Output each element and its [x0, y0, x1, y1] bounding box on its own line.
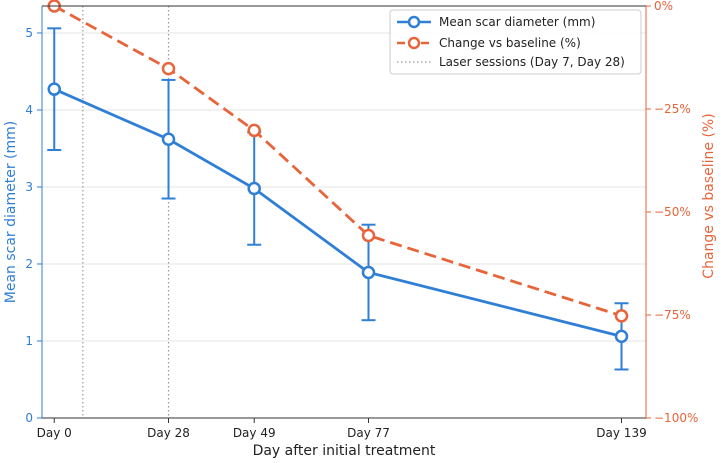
y-left-tick-label: 1 — [25, 334, 33, 348]
y-left-axis-label: Mean scar diameter (mm) — [3, 121, 19, 304]
y-right-tick-label: −50% — [654, 205, 691, 219]
series-layer — [47, 0, 629, 371]
y-left-tick-label: 2 — [25, 257, 33, 271]
data-point-diameter — [361, 265, 376, 280]
data-point-diameter — [247, 181, 261, 196]
data-point-change — [247, 123, 261, 138]
y-left-tick-label: 4 — [25, 103, 33, 117]
y-right-ticks: 0% −25% −50% −75% −100% — [646, 0, 698, 425]
gridlines — [42, 32, 646, 342]
y-right-axis-label: Change vs baseline (%) — [701, 113, 717, 278]
y-right-tick-label: 0% — [654, 0, 673, 13]
legend-marker-diameter — [407, 15, 421, 29]
y-right-tick-label: −75% — [654, 308, 691, 322]
y-right-tick-label: −100% — [654, 411, 698, 425]
legend-label-change: Change vs baseline (%) — [439, 36, 581, 50]
data-point-diameter — [47, 82, 61, 96]
data-point-change — [361, 228, 376, 243]
legend-label-laser: Laser sessions (Day 7, Day 28) — [439, 55, 625, 69]
legend-marker-change — [407, 36, 421, 50]
data-point-change — [614, 309, 629, 323]
legend: Mean scar diameter (mm) Change vs baseli… — [389, 9, 642, 75]
x-ticks: Day 0 Day 28 Day 49 Day 77 Day 139 — [37, 418, 647, 440]
y-right-tick-label: −25% — [654, 102, 691, 116]
laser-session-lines — [82, 6, 170, 418]
series-line-diameter — [53, 87, 622, 338]
legend-label-diameter: Mean scar diameter (mm) — [439, 15, 595, 29]
y-left-tick-label: 5 — [25, 26, 33, 40]
legend-box — [389, 9, 642, 75]
x-axis-label: Day after initial treatment — [253, 443, 436, 459]
y-left-tick-label: 0 — [25, 411, 33, 425]
data-point-diameter — [161, 132, 176, 146]
x-tick-label: Day 49 — [233, 426, 276, 440]
y-left-ticks: 0 1 2 3 4 5 — [25, 26, 42, 425]
x-tick-label: Day 28 — [147, 426, 190, 440]
x-tick-label: Day 0 — [37, 426, 72, 440]
y-left-tick-label: 3 — [25, 180, 33, 194]
x-tick-label: Day 139 — [596, 426, 646, 440]
data-point-change — [161, 61, 176, 76]
data-point-diameter — [614, 329, 629, 344]
x-tick-label: Day 77 — [347, 426, 390, 440]
